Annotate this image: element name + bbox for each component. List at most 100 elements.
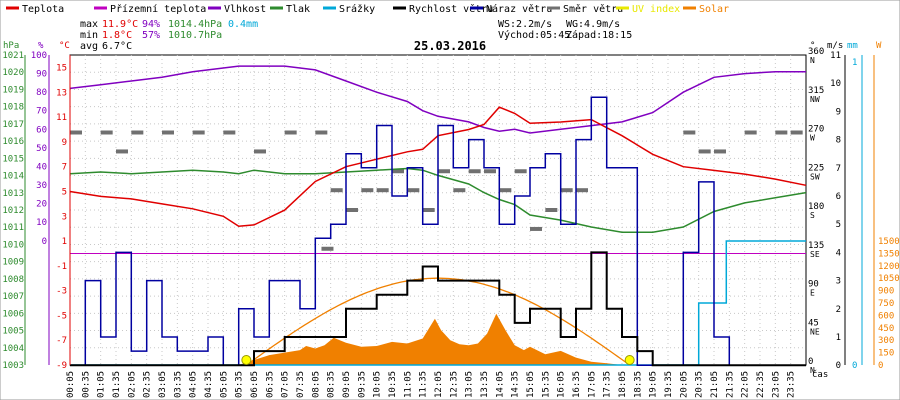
dir-letter: N: [810, 366, 815, 375]
legend-label-0: Teplota: [22, 4, 64, 15]
time-tick-label: 02:35: [143, 371, 153, 398]
ms-tick-label: 9: [836, 107, 841, 117]
temp-tick-label: 11: [56, 113, 67, 123]
stat-max-humidity: 94%: [142, 19, 160, 30]
w-tick-label: 150: [878, 349, 894, 359]
humidity-tick-label: 100: [31, 51, 47, 61]
time-tick-label: 03:05: [158, 371, 168, 398]
time-tick-label: 12:35: [449, 371, 459, 398]
time-tick-label: 03:35: [173, 371, 183, 398]
time-tick-label: 07:35: [296, 371, 306, 398]
humidity-tick-label: 40: [36, 162, 47, 172]
ms-tick-label: 4: [836, 248, 841, 258]
solar-area: [238, 313, 622, 365]
ms-tick-label: 2: [836, 305, 841, 315]
stat-sunrise: Východ:05:45: [498, 29, 570, 41]
w-tick-label: 900: [878, 287, 894, 297]
series-layer: [69, 65, 807, 367]
time-tick-label: 14:05: [495, 371, 505, 398]
wind-direction-mark: [714, 149, 726, 154]
time-tick-label: 04:05: [189, 371, 199, 398]
ms-tick-label: 8: [836, 136, 841, 146]
dir-tick-label: 270: [808, 125, 824, 135]
legend-label-4: Srážky: [339, 3, 375, 15]
wind-direction-mark: [116, 149, 128, 154]
dir-letter: E: [810, 289, 815, 298]
wind-direction-mark: [254, 149, 266, 154]
dir-unit: °: [810, 41, 815, 51]
wind-direction-mark: [162, 130, 174, 135]
time-tick-label: 16:35: [572, 371, 582, 398]
time-tick-label: 01:35: [112, 371, 122, 398]
humidity-tick-label: 10: [36, 218, 47, 228]
temp-tick-label: -1: [56, 262, 67, 272]
stat-min-temp: 1.8°C: [102, 30, 132, 41]
chart-title: 25.03.2016: [414, 39, 486, 53]
wind-speed-line: [70, 251, 806, 367]
dir-tick-label: 90: [808, 280, 819, 290]
time-tick-label: 17:05: [587, 371, 597, 398]
hpa-tick-label: 1016: [2, 137, 24, 147]
time-tick-label: 00:35: [81, 371, 91, 398]
time-tick-label: 05:35: [235, 371, 245, 398]
w-tick-label: 450: [878, 324, 894, 334]
wind-direction-mark: [545, 208, 558, 212]
stat-sunset: Západ:18:15: [566, 29, 632, 41]
time-tick-label: 06:05: [250, 371, 260, 398]
wind-direction-mark: [361, 188, 374, 193]
dir-letter: NE: [810, 327, 820, 336]
hpa-tick-label: 1003: [2, 361, 24, 371]
hpa-unit: hPa: [3, 41, 19, 51]
ms-tick-label: 6: [836, 192, 841, 202]
time-tick-label: 17:35: [603, 371, 613, 398]
wind-direction-mark: [315, 130, 328, 135]
humidity-tick-label: 30: [36, 181, 47, 191]
temp-tick-label: 13: [56, 88, 67, 98]
hpa-tick-label: 1009: [2, 258, 24, 268]
time-tick-label: 11:05: [403, 371, 413, 398]
dir-tick-label: 0: [808, 357, 813, 367]
wind-direction-mark: [321, 246, 334, 251]
temp-unit: °C: [59, 41, 70, 51]
ms-tick-label: 5: [836, 220, 841, 230]
temp-tick-label: -5: [56, 311, 67, 321]
wind-direction-mark: [438, 169, 450, 174]
ms-tick-label: 0: [836, 361, 841, 371]
time-tick-label: 15:05: [526, 371, 536, 398]
time-tick-label: 12:05: [434, 371, 444, 398]
dir-tick-label: 315: [808, 86, 824, 96]
stat-avg-temp: 6.7°C: [102, 41, 132, 52]
w-tick-label: 750: [878, 299, 894, 309]
legend-label-2: Vlhkost: [224, 4, 266, 15]
wind-direction-mark: [284, 130, 297, 135]
humidity-tick-label: 80: [36, 88, 47, 98]
time-tick-label: 21:05: [710, 371, 720, 398]
temp-tick-label: -3: [56, 287, 67, 297]
hpa-tick-label: 1010: [2, 240, 24, 250]
dir-letter: S: [810, 211, 815, 220]
stat-wind-speed: WS:2.2m/s: [498, 19, 552, 30]
dir-letter: N: [810, 56, 815, 65]
dir-tick-label: 135: [808, 241, 824, 251]
time-tick-label: 21:35: [725, 371, 735, 398]
wind-direction-mark: [407, 188, 420, 193]
wind-direction-mark: [392, 169, 404, 174]
wind-direction-mark: [346, 208, 358, 212]
w-tick-label: 0: [878, 361, 883, 371]
wind-direction-mark: [100, 130, 113, 135]
hpa-tick-label: 1015: [2, 154, 24, 164]
wind-direction-mark: [744, 130, 757, 135]
time-tick-label: 08:05: [311, 371, 321, 398]
wind-direction-mark: [775, 130, 788, 135]
dir-letter: W: [810, 134, 815, 143]
temp-tick-label: 5: [62, 187, 67, 197]
temp-tick-label: 15: [56, 64, 67, 74]
wind-direction-mark: [422, 208, 435, 212]
stat-min-pressure: 1010.7hPa: [168, 30, 222, 41]
wind-direction-mark: [790, 130, 803, 135]
wind-direction-mark: [576, 188, 588, 193]
dir-tick-label: 360: [808, 47, 824, 57]
dir-tick-label: 225: [808, 163, 824, 173]
